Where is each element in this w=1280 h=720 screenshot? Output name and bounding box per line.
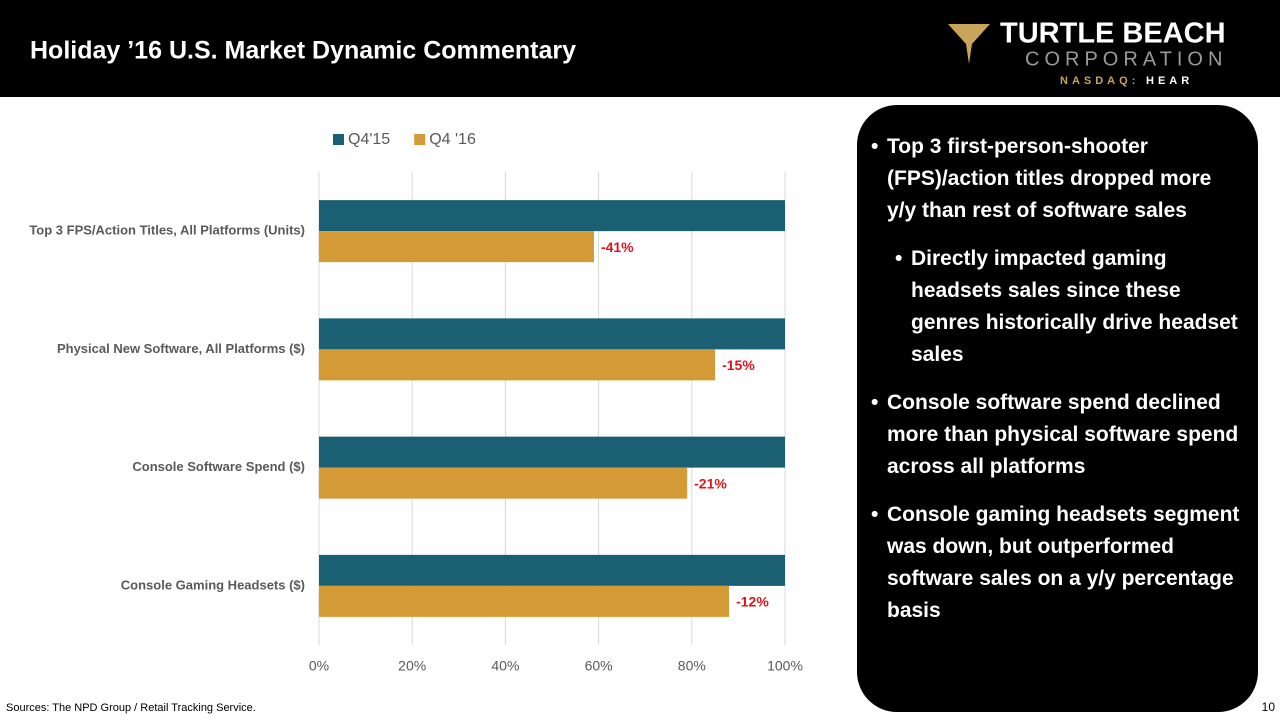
bar [319, 231, 594, 263]
sub-bullet-wrap: Directly impacted gaming headsets sales … [895, 243, 1244, 371]
annotation: -15% [722, 357, 755, 373]
bar [319, 554, 785, 586]
x-tick-label: 60% [585, 658, 613, 674]
logo-exchange: NASDAQ: [1060, 75, 1139, 87]
logo-mark [948, 24, 990, 64]
slide-title: Holiday ’16 U.S. Market Dynamic Commenta… [30, 37, 576, 65]
annotation: -12% [736, 594, 769, 610]
bullet-group: Top 3 first-person-shooter (FPS)/action … [871, 131, 1244, 371]
bar [319, 436, 785, 468]
legend-swatch [414, 134, 426, 145]
source: Sources: The NPD Group / Retail Tracking… [6, 702, 256, 714]
annotation: -21% [694, 475, 727, 491]
legend-label: Q4 '16 [429, 131, 476, 148]
commentary-box: Top 3 first-person-shooter (FPS)/action … [857, 105, 1258, 712]
annotation: -41% [601, 239, 634, 255]
x-tick-label: 80% [678, 658, 706, 674]
bullet: Console software spend declined more tha… [871, 387, 1244, 483]
bar [319, 318, 785, 350]
y-tick-label: Console Gaming Headsets ($) [121, 577, 305, 592]
sub-bullet: Directly impacted gaming headsets sales … [895, 243, 1244, 371]
bar [319, 200, 785, 232]
logo-ticker: HEAR [1146, 75, 1193, 87]
page-number: 10 [1262, 700, 1276, 714]
legend-swatch [333, 134, 344, 145]
bullet: Top 3 first-person-shooter (FPS)/action … [871, 131, 1244, 227]
x-tick-label: 40% [491, 658, 519, 674]
x-tick-label: 20% [398, 658, 426, 674]
bar [319, 467, 688, 499]
x-tick-label: 0% [309, 658, 329, 674]
header-band [0, 0, 1280, 97]
bullet-group: Console gaming headsets segment was down… [871, 499, 1244, 627]
legend-label: Q4'15 [348, 131, 390, 148]
y-tick-label: Top 3 FPS/Action Titles, All Platforms (… [29, 223, 305, 238]
x-tick-label: 100% [767, 658, 803, 674]
bullet: Console gaming headsets segment was down… [871, 499, 1244, 627]
bullet-group: Console software spend declined more tha… [871, 387, 1244, 483]
bar [319, 349, 716, 381]
y-tick-label: Console Software Spend ($) [132, 459, 305, 474]
y-tick-label: Physical New Software, All Platforms ($) [57, 341, 305, 356]
logo-sub: CORPORATION [1025, 48, 1227, 70]
logo-name: TURTLE BEACH [1000, 18, 1226, 50]
bar [319, 585, 730, 617]
